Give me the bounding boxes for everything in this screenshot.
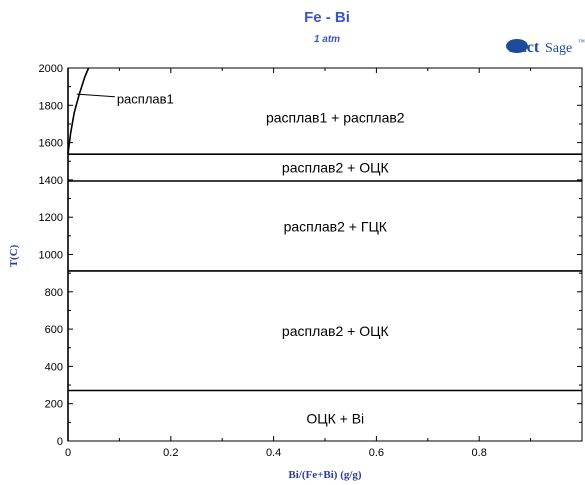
plot-area: 0 200 400 600 800 1000 1200 1400 1600 1800 2000 0 0.… [39, 63, 583, 459]
y-tick-label: 400 [45, 361, 63, 373]
y-axis-label: T(C) [8, 244, 20, 267]
labels-layer: расплав1 расплав1 + расплав2 расплав2 + ОЦ… [76, 92, 405, 427]
logo-text-fact: Fact [509, 39, 540, 56]
annotation-leader-line [76, 93, 115, 98]
chart-subtitle: 1 atm [314, 34, 340, 45]
logo-swoosh-icon [506, 39, 528, 53]
region-label-0: расплав1 [117, 92, 174, 107]
phase-boundary-0 [67, 67, 90, 154]
region-label-4: расплав2 + ОЦК [282, 323, 390, 339]
x-tick-label: 0.6 [369, 447, 384, 459]
x-tick-label: 0.4 [266, 447, 281, 459]
region-label-2: расплав2 + ОЦК [282, 160, 390, 176]
factsage-logo: Fact Sage ™ [506, 38, 585, 56]
x-tick-label: 0 [65, 447, 71, 459]
ticks-layer: 0 200 400 600 800 1000 1200 1400 1600 1800 2000 0 0.… [39, 63, 582, 459]
y-tick-label: 1400 [39, 175, 63, 187]
series-layer [67, 67, 582, 441]
y-tick-label: 800 [45, 287, 63, 299]
y-tick-label: 200 [45, 399, 63, 411]
y-tick-label: 1600 [39, 138, 63, 150]
y-tick-label: 2000 [39, 63, 63, 75]
x-axis-label: Bi/(Fe+Bi) (g/g) [288, 469, 362, 481]
y-tick-label: 1000 [39, 250, 63, 262]
x-tick-label: 0.2 [163, 447, 178, 459]
region-label-3: расплав2 + ГЦК [284, 219, 388, 235]
y-tick-label: 600 [45, 324, 63, 336]
region-label-1: расплав1 + расплав2 [266, 109, 405, 125]
y-tick-label: 0 [57, 436, 63, 448]
y-tick-label: 1800 [39, 100, 63, 112]
region-label-5: ОЦК + Bi [306, 411, 364, 427]
logo-text-sage: Sage [545, 41, 572, 56]
x-tick-label: 0.8 [472, 447, 487, 459]
y-tick-label: 1200 [39, 212, 63, 224]
logo-trademark: ™ [578, 38, 585, 46]
chart-title: Fe - Bi [304, 9, 350, 26]
